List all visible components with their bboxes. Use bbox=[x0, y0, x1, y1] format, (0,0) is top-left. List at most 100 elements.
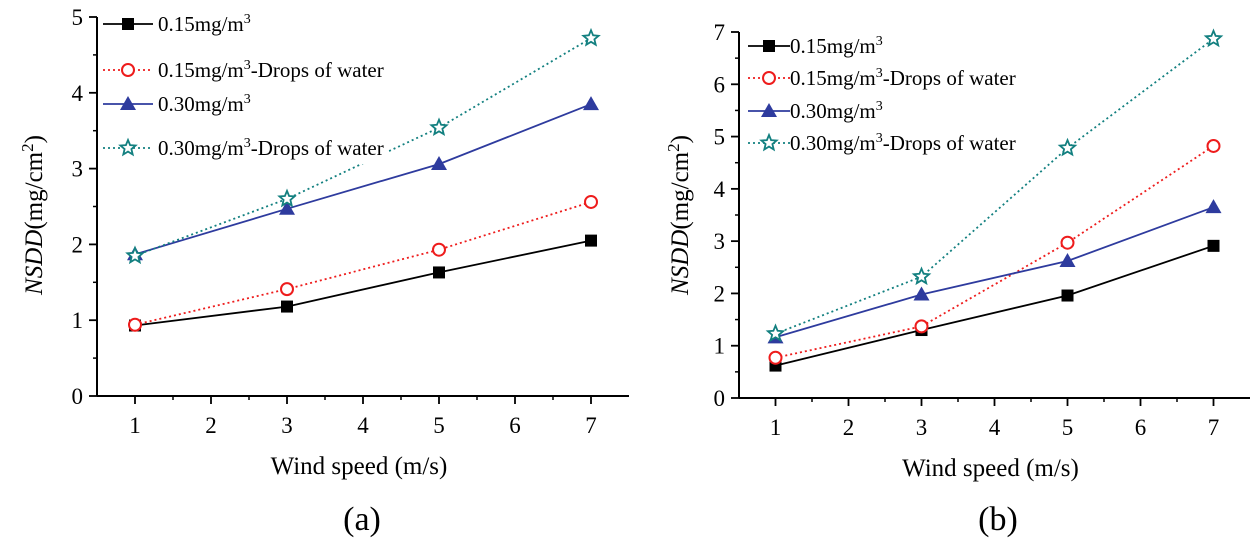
data-point bbox=[765, 323, 786, 343]
legend-marker bbox=[761, 103, 777, 117]
x-tick-label: 5 bbox=[433, 413, 445, 438]
data-point bbox=[914, 319, 929, 334]
legend-label: 0.15mg/m3 bbox=[158, 12, 251, 36]
y-tick-label: 3 bbox=[714, 229, 726, 254]
y-axis-title-sup: 2 bbox=[664, 143, 683, 152]
y-tick-label: 1 bbox=[72, 308, 84, 333]
series-2 bbox=[768, 138, 1221, 365]
x-tick-label: 6 bbox=[1135, 415, 1147, 440]
y-tick-label: 4 bbox=[714, 177, 726, 202]
x-axis-title: Wind speed (m/s) bbox=[271, 453, 448, 480]
data-point bbox=[432, 242, 446, 257]
x-tick-label: 3 bbox=[916, 415, 928, 440]
x-tick-label: 5 bbox=[1062, 415, 1074, 440]
x-tick-label: 7 bbox=[1208, 415, 1220, 440]
y-axis-title-unit: (mg/cm bbox=[21, 151, 48, 229]
data-point bbox=[1060, 235, 1075, 250]
legend-marker bbox=[120, 96, 136, 110]
legend-marker bbox=[121, 63, 135, 77]
y-tick-label: 0 bbox=[714, 386, 726, 411]
data-point bbox=[1061, 289, 1074, 302]
y-tick-label: 7 bbox=[714, 20, 726, 45]
series-line bbox=[134, 239, 592, 327]
x-tick-label: 4 bbox=[357, 413, 369, 438]
x-tick-label: 6 bbox=[509, 413, 521, 438]
data-point bbox=[913, 286, 930, 301]
series-line bbox=[775, 206, 1214, 339]
x-tick-label: 7 bbox=[585, 413, 597, 438]
legend-label: 0.30mg/m3-Drops of water bbox=[158, 136, 384, 160]
y-tick-label: 5 bbox=[72, 5, 84, 30]
legend-marker bbox=[763, 40, 775, 52]
legend-marker bbox=[118, 137, 138, 157]
data-point bbox=[281, 300, 293, 313]
legend-marker bbox=[762, 71, 776, 85]
series-2 bbox=[128, 194, 598, 332]
y-tick-label: 3 bbox=[72, 157, 84, 182]
y-axis-title: NSDD(mg/cm2) bbox=[664, 135, 694, 296]
legend-label: 0.30mg/m3-Drops of water bbox=[790, 131, 1016, 155]
data-point bbox=[277, 188, 297, 208]
data-point bbox=[279, 200, 295, 215]
y-tick-label: 0 bbox=[72, 384, 84, 409]
x-tick-label: 2 bbox=[843, 415, 855, 440]
data-point bbox=[585, 234, 597, 247]
y-axis-title-unit: (mg/cm bbox=[667, 151, 694, 229]
y-axis-title-sup: 2 bbox=[18, 143, 37, 152]
legend-label: 0.15mg/m3-Drops of water bbox=[158, 58, 384, 82]
legend-marker bbox=[122, 18, 134, 30]
data-point bbox=[1206, 138, 1221, 153]
data-point bbox=[1203, 28, 1224, 48]
panel-caption: (a) bbox=[343, 501, 381, 538]
legend-label: 0.30mg/m3 bbox=[158, 92, 251, 116]
y-tick-label: 6 bbox=[714, 72, 726, 97]
data-point bbox=[583, 96, 599, 111]
data-point bbox=[429, 117, 449, 136]
x-axis-title: Wind speed (m/s) bbox=[902, 455, 1079, 482]
legend-label: 0.15mg/m3 bbox=[790, 34, 883, 58]
data-point bbox=[1059, 253, 1076, 268]
y-tick-label: 2 bbox=[72, 232, 84, 257]
data-point bbox=[1057, 137, 1078, 157]
series-1 bbox=[129, 234, 597, 332]
data-point bbox=[125, 245, 145, 265]
y-axis-title-main: NSDD bbox=[21, 230, 48, 296]
series-1 bbox=[769, 239, 1220, 372]
y-axis-title-main: NSDD bbox=[667, 230, 694, 296]
x-tick-label: 4 bbox=[989, 415, 1001, 440]
series-line bbox=[775, 244, 1214, 367]
data-point bbox=[911, 266, 932, 286]
data-point bbox=[584, 194, 598, 209]
series-line bbox=[775, 145, 1214, 359]
series-line bbox=[134, 103, 592, 256]
data-point bbox=[1205, 199, 1222, 214]
series-line bbox=[134, 201, 592, 326]
data-point bbox=[280, 282, 294, 297]
legend-label: 0.30mg/m3 bbox=[790, 99, 883, 123]
y-axis-title: NSDD(mg/cm2) bbox=[18, 135, 48, 296]
y-tick-label: 1 bbox=[714, 334, 726, 359]
x-tick-label: 1 bbox=[770, 415, 782, 440]
legend-label: 0.15mg/m3-Drops of water bbox=[790, 66, 1016, 90]
x-tick-label: 1 bbox=[129, 413, 141, 438]
data-point bbox=[768, 350, 783, 365]
legend: 0.15mg/m3 0.15mg/m3-Drops of water 0.30mg/… bbox=[98, 8, 389, 164]
data-point bbox=[431, 156, 447, 171]
y-tick-label: 5 bbox=[714, 125, 726, 150]
x-tick-label: 3 bbox=[281, 413, 293, 438]
data-point bbox=[433, 266, 445, 279]
y-tick-label: 2 bbox=[714, 281, 726, 306]
data-point bbox=[128, 317, 142, 332]
x-tick-label: 2 bbox=[205, 413, 217, 438]
series-3 bbox=[767, 199, 1222, 344]
y-tick-label: 4 bbox=[72, 81, 84, 106]
data-point bbox=[1207, 239, 1220, 252]
y-axis-title-close: ) bbox=[667, 135, 694, 143]
chart-b: 0 1 2 3 4 5 6 7 1 2 3 4 5 6 7 Wind speed (m/s) NSDD(mg/c… bbox=[664, 20, 1250, 538]
legend-marker bbox=[759, 132, 779, 152]
series-4 bbox=[765, 28, 1224, 343]
data-point bbox=[581, 27, 601, 47]
panel-caption: (b) bbox=[978, 501, 1018, 538]
